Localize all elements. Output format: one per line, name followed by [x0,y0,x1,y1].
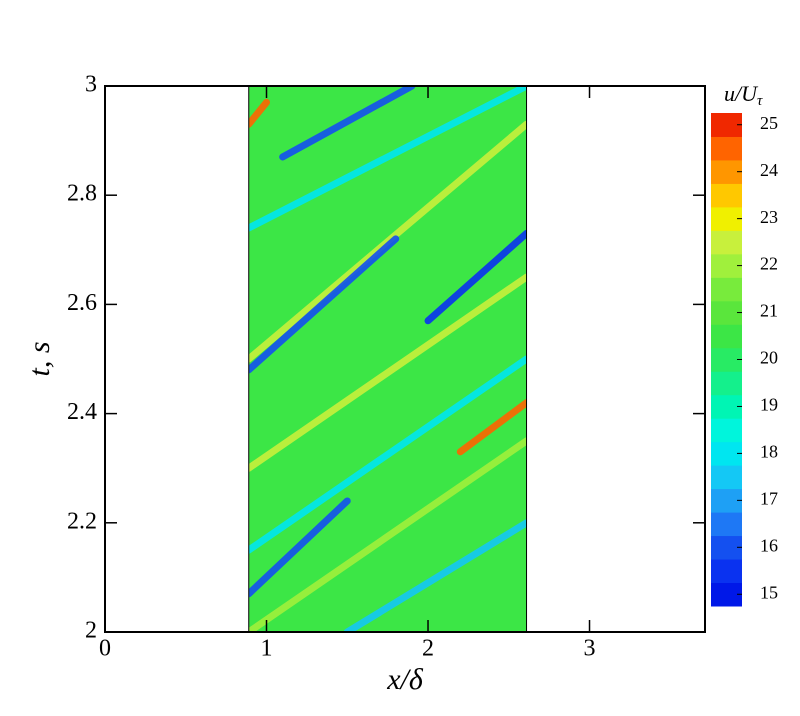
colorbar-band [711,582,742,607]
x-tick-label: 1 [261,636,273,662]
colorbar-band [711,230,742,255]
colorbar-band [711,300,742,325]
streak [456,399,527,456]
colorbar-band [711,113,742,137]
streak [248,437,527,632]
streak [248,273,527,472]
y-tick-label: 2 [85,618,97,644]
streak [343,519,527,632]
streak [248,497,351,598]
colorbar-band [711,371,742,396]
plot-frame [104,85,706,633]
colorbar-band [711,253,742,278]
y-tick-label: 2.6 [67,290,97,316]
streak [248,355,527,554]
colorbar-tick-label: 18 [760,442,778,462]
x-tick-label: 3 [584,636,596,662]
x-tick-label: 0 [99,636,111,662]
colorbar-band [711,159,742,184]
streak [248,235,400,374]
colorbar-tick-label: 20 [760,348,778,368]
colorbar-band [711,347,742,372]
colorbar-title-sub: τ [757,93,763,109]
field [248,86,527,632]
colorbar-tick-label: 25 [760,113,778,133]
y-tick-label: 2.8 [67,181,97,207]
streak [424,229,527,325]
field-background [248,86,527,632]
colorbar-band [711,277,742,302]
colorbar-band [711,183,742,208]
y-tick-label: 3 [85,72,97,98]
colorbar-tick-label: 22 [760,254,778,274]
colorbar-tick-label: 16 [760,535,778,555]
y-tick-label: 2.2 [67,508,97,534]
colorbar-band [711,559,742,584]
x-label: x/δ [386,663,424,696]
colorbar-tick-label: 19 [760,395,778,415]
colorbar-band [711,465,742,490]
streak [248,86,527,232]
streak [279,86,416,161]
colorbar-tick-label: 23 [760,207,778,227]
colorbar-band [711,488,742,513]
streak [248,98,271,128]
colorbar-title-main: u/U [724,81,759,106]
colorbar-tick-label: 15 [760,582,778,602]
colorbar-band [711,324,742,349]
colorbar-title: u/Uτ [724,81,763,109]
y-tick-label: 2.4 [67,399,97,425]
colorbar-band [711,418,742,443]
colorbar-band [711,394,742,419]
colorbar-tick-label: 17 [760,488,778,508]
y-label: t, s [23,341,56,376]
colorbar-band [711,535,742,560]
colorbar-band [711,206,742,231]
colorbar-tick-label: 21 [760,301,778,321]
x-tick-label: 2 [422,636,434,662]
colorbar-band [711,512,742,537]
colorbar-band [711,441,742,466]
colorbar-tick-label: 24 [760,160,778,180]
colorbar-band [711,136,742,161]
